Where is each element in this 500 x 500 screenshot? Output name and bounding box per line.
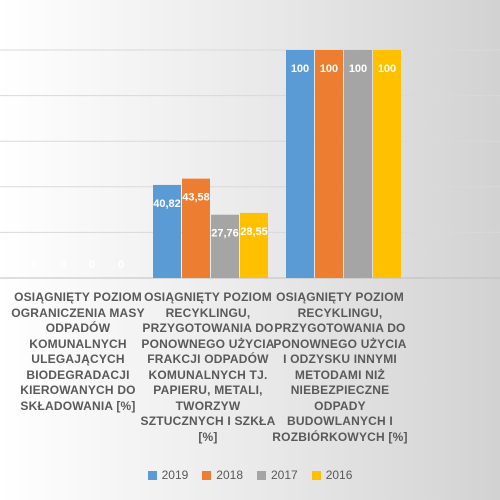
data-label-2016-0: 0: [118, 259, 124, 271]
data-label-2017-2: 100: [349, 63, 367, 75]
data-label-2016-1: 28,55: [240, 226, 268, 238]
category-label-1: OSIĄGNIĘTY POZIOM RECYKLINGU, PRZYGOTOWA…: [140, 290, 276, 444]
legend-item-2018: 2018: [202, 468, 243, 482]
data-label-2018-2: 100: [320, 63, 338, 75]
category-label-2: OSIĄGNIĘTY POZIOM RECYKLINGU, PRZYGOTOWA…: [272, 290, 408, 444]
bar-2017-1: [211, 214, 239, 278]
data-label-2019-1: 40,82: [153, 198, 181, 210]
legend-swatch: [257, 470, 266, 480]
legend-item-2017: 2017: [257, 468, 298, 482]
legend-label: 2017: [271, 468, 298, 482]
data-label-2017-1: 27,76: [211, 228, 239, 240]
data-label-2018-0: 0: [60, 259, 66, 271]
bar-2016-2: [373, 50, 401, 278]
legend-swatch: [202, 470, 212, 480]
bar-2019-2: [286, 50, 314, 278]
data-label-2019-2: 100: [291, 63, 309, 75]
legend-label: 2016: [325, 468, 353, 482]
data-label-2018-1: 43,58: [182, 192, 210, 204]
bar-2019-1: [153, 184, 181, 278]
legend-item-2019: 2019: [147, 468, 189, 482]
legend: 2019 2018 2017 2016: [0, 468, 500, 482]
bar-2017-2: [344, 50, 372, 278]
bar-2018-2: [315, 50, 343, 278]
legend-swatch: [147, 470, 157, 480]
legend-label: 2018: [216, 468, 243, 482]
data-label-2019-0: 0: [31, 259, 37, 271]
data-label-2017-0: 0: [89, 259, 95, 271]
legend-swatch: [311, 470, 321, 480]
legend-label: 2019: [161, 468, 189, 482]
bar-2016-1: [240, 212, 268, 278]
legend-item-2016: 2016: [311, 468, 353, 482]
category-label-0: OSIĄGNIĘTY POZIOM OGRANICZENIA MASY ODPA…: [11, 290, 145, 413]
bar-2018-1: [182, 178, 210, 278]
data-label-2016-2: 100: [378, 63, 396, 75]
